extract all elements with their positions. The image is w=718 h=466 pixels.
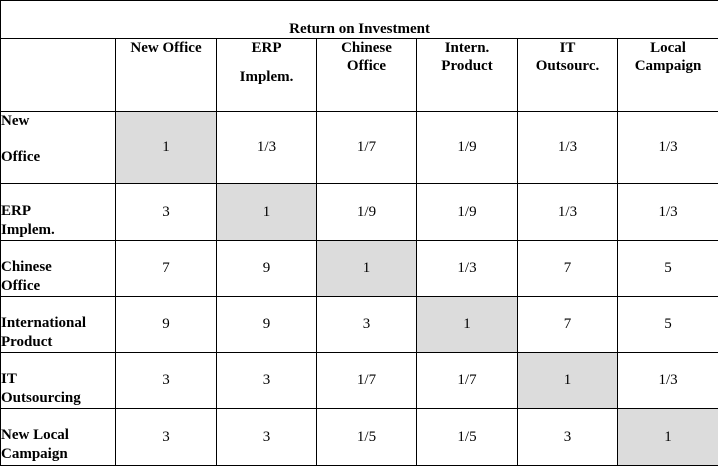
matrix-cell: 1/9 bbox=[317, 184, 417, 241]
matrix-cell: 1/7 bbox=[317, 353, 417, 409]
matrix-cell: 1/3 bbox=[618, 112, 718, 184]
matrix-cell: 1/7 bbox=[417, 353, 518, 409]
matrix-cell: 1/7 bbox=[317, 112, 417, 184]
row-header-line1: ERP bbox=[1, 202, 115, 221]
row-header-line1: New bbox=[1, 112, 115, 131]
matrix-cell: 9 bbox=[217, 297, 317, 353]
column-header-it-outsourc: IT Outsourc. bbox=[518, 39, 618, 112]
matrix-cell: 1/9 bbox=[417, 112, 518, 184]
row-header-line2: Campaign bbox=[1, 445, 115, 464]
matrix-cell: 7 bbox=[116, 241, 217, 297]
row-header-line1: New Local bbox=[1, 426, 115, 445]
matrix-cell: 1/9 bbox=[417, 184, 518, 241]
matrix-cell: 1/3 bbox=[518, 184, 618, 241]
column-header-line1: Intern. bbox=[445, 40, 490, 56]
column-header-line2: Implem. bbox=[217, 68, 316, 86]
row-header-new-local-campaign: New Local Campaign bbox=[1, 409, 116, 466]
matrix-cell: 1 bbox=[417, 297, 518, 353]
table-row: New Local Campaign 3 3 1/5 1/5 3 1 bbox=[1, 409, 718, 466]
matrix-cell: 1/5 bbox=[317, 409, 417, 466]
row-header-line1: IT bbox=[1, 370, 115, 389]
column-header-row: New Office ERP Implem. Chinese Office In… bbox=[1, 39, 718, 112]
table-row: ERP Implem. 3 1 1/9 1/9 1/3 1/3 bbox=[1, 184, 718, 241]
column-header-line2: Outsourc. bbox=[518, 57, 617, 75]
matrix-cell: 3 bbox=[116, 184, 217, 241]
column-header-line2: Office bbox=[317, 57, 416, 75]
column-header-line1: ERP bbox=[252, 40, 282, 56]
matrix-cell: 5 bbox=[618, 297, 718, 353]
matrix-cell: 1 bbox=[618, 409, 718, 466]
matrix-cell: 5 bbox=[618, 241, 718, 297]
table-row: International Product 9 9 3 1 7 5 bbox=[1, 297, 718, 353]
column-header-line1: New Office bbox=[130, 40, 201, 56]
row-header-line2: Product bbox=[1, 333, 115, 352]
matrix-cell: 3 bbox=[217, 353, 317, 409]
column-header-intern-product: Intern. Product bbox=[417, 39, 518, 112]
matrix-cell: 3 bbox=[116, 409, 217, 466]
table-row: IT Outsourcing 3 3 1/7 1/7 1 1/3 bbox=[1, 353, 718, 409]
matrix-cell: 1/3 bbox=[618, 184, 718, 241]
matrix-cell: 1/5 bbox=[417, 409, 518, 466]
row-header-international-product: International Product bbox=[1, 297, 116, 353]
matrix-cell: 3 bbox=[217, 409, 317, 466]
matrix-cell: 1 bbox=[217, 184, 317, 241]
row-header-it-outsourcing: IT Outsourcing bbox=[1, 353, 116, 409]
column-header-line1: Local bbox=[650, 40, 686, 56]
row-header-line2: Office bbox=[1, 277, 115, 296]
matrix-cell: 1 bbox=[518, 353, 618, 409]
matrix-cell: 1 bbox=[317, 241, 417, 297]
row-header-line1: Chinese bbox=[1, 258, 115, 277]
matrix-cell: 1/3 bbox=[217, 112, 317, 184]
row-header-line1: International bbox=[1, 314, 115, 333]
row-header-erp-implem: ERP Implem. bbox=[1, 184, 116, 241]
table-row: New Office 1 1/3 1/7 1/9 1/3 1/3 bbox=[1, 112, 718, 184]
matrix-cell: 3 bbox=[116, 353, 217, 409]
column-header-chinese-office: Chinese Office bbox=[317, 39, 417, 112]
matrix-cell: 9 bbox=[116, 297, 217, 353]
column-header-erp-implem: ERP Implem. bbox=[217, 39, 317, 112]
matrix-cell: 3 bbox=[317, 297, 417, 353]
matrix-cell: 1/3 bbox=[518, 112, 618, 184]
matrix-cell: 7 bbox=[518, 241, 618, 297]
row-header-line2: Office bbox=[1, 148, 115, 167]
column-header-line1: Chinese bbox=[341, 40, 392, 56]
column-header-line2: Campaign bbox=[618, 57, 718, 75]
table-title: Return on Investment bbox=[1, 1, 718, 39]
matrix-cell: 9 bbox=[217, 241, 317, 297]
column-header-local-campaign: Local Campaign bbox=[618, 39, 718, 112]
row-header-line2: Implem. bbox=[1, 221, 115, 240]
row-header-chinese-office: Chinese Office bbox=[1, 241, 116, 297]
matrix-cell: 1/3 bbox=[618, 353, 718, 409]
row-header-new-office: New Office bbox=[1, 112, 116, 184]
matrix-cell: 7 bbox=[518, 297, 618, 353]
column-header-line1: IT bbox=[560, 40, 576, 56]
column-header-line2: Product bbox=[417, 57, 517, 75]
corner-cell bbox=[1, 39, 116, 112]
matrix-cell: 1/3 bbox=[417, 241, 518, 297]
table-row: Chinese Office 7 9 1 1/3 7 5 bbox=[1, 241, 718, 297]
column-header-new-office: New Office bbox=[116, 39, 217, 112]
matrix-cell: 1 bbox=[116, 112, 217, 184]
row-header-line2: Outsourcing bbox=[1, 389, 115, 408]
matrix-cell: 3 bbox=[518, 409, 618, 466]
